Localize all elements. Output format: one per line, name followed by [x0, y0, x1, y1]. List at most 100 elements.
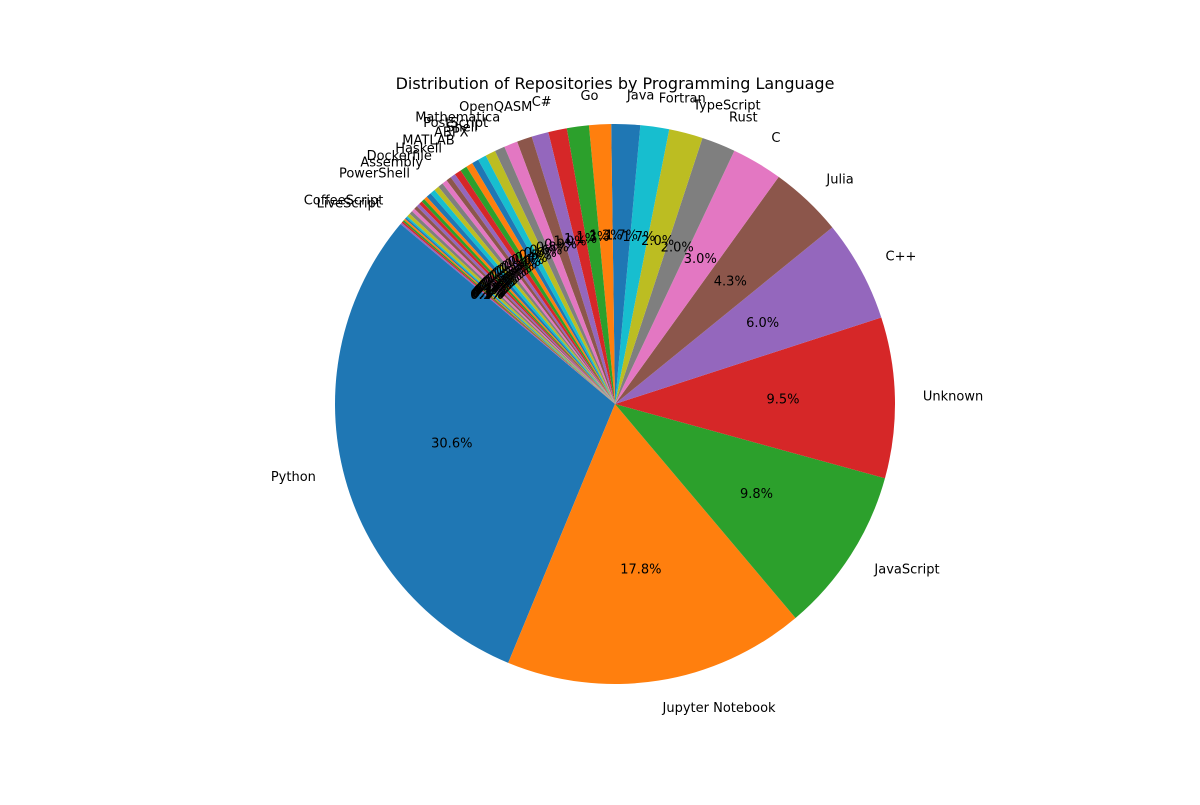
pie-slice — [548, 128, 615, 404]
pie-slice — [611, 124, 641, 404]
pie-slice — [434, 186, 615, 404]
slice-label: OpenQASM — [459, 100, 532, 115]
slice-percent-label: 9.5% — [766, 393, 799, 408]
pie-slice — [411, 208, 615, 404]
slice-percent-label: 17.8% — [620, 563, 661, 578]
slice-percent-label: 3.0% — [684, 252, 717, 267]
pie-slice — [615, 125, 670, 405]
pie-slice — [400, 222, 615, 404]
pie-slice — [404, 217, 615, 404]
slice-percent-label: 0.3% — [489, 269, 522, 284]
pie-slice — [472, 159, 615, 404]
slice-label: PowerShell — [339, 167, 410, 182]
slice-label: LiveScript — [317, 196, 381, 211]
pie-slice — [438, 183, 615, 404]
slice-label: Julia — [825, 173, 853, 188]
slice-label: Mathematica — [415, 111, 500, 126]
slice-label: C — [771, 131, 780, 146]
slice-label: ABPX — [434, 126, 469, 141]
pie-slice — [504, 141, 615, 404]
slice-percent-label: 2.0% — [661, 240, 694, 255]
pie-slice — [485, 151, 615, 404]
pie-slice — [566, 125, 615, 404]
pie-slice — [508, 404, 796, 684]
slice-percent-label: 0.3% — [499, 261, 532, 276]
pie-slice — [442, 180, 615, 404]
slice-percent-label: 0.2% — [482, 276, 515, 291]
slice-percent-label: 1.3% — [576, 230, 609, 245]
pie-slice — [615, 138, 735, 404]
pie-slice — [402, 220, 615, 404]
slice-label: Unknown — [923, 390, 983, 405]
pie-slice — [494, 146, 615, 405]
slice-percent-label: 1.7% — [622, 230, 655, 245]
pie-slice — [426, 193, 615, 404]
slice-label: Python — [271, 470, 316, 485]
slice-percent-label: 6.0% — [746, 316, 779, 331]
pie-slice — [531, 132, 615, 404]
slice-percent-label: 0.6% — [529, 243, 562, 258]
slice-percent-label: 0.2% — [485, 273, 518, 288]
slice-percent-label: 0.1% — [473, 285, 506, 300]
slice-percent-label: 2.0% — [641, 234, 674, 249]
slice-percent-label: 0.8% — [536, 241, 569, 256]
slice-percent-label: 1.1% — [564, 232, 597, 247]
slice-percent-label: 0.1% — [471, 287, 504, 302]
slice-percent-label: 0.9% — [544, 238, 577, 253]
slice-label: CoffeeScript — [304, 194, 384, 209]
slice-percent-label: 0.2% — [483, 274, 516, 289]
slice-percent-label: 0.4% — [511, 253, 544, 268]
slice-label: C# — [532, 95, 552, 110]
slice-percent-label: 0.3% — [487, 271, 520, 286]
pie-slice — [446, 177, 615, 404]
slice-percent-label: 1.0% — [553, 235, 586, 250]
slice-percent-label: 30.6% — [431, 437, 472, 452]
slice-label: Dockerfile — [367, 149, 432, 164]
slice-label: Jupyter Notebook — [662, 701, 777, 716]
slice-label: TypeScript — [692, 99, 761, 114]
slice-percent-label: 0.3% — [501, 260, 534, 275]
slice-percent-label: 0.2% — [476, 282, 509, 297]
slice-percent-label: 0.1% — [473, 284, 506, 299]
pie-slice — [409, 211, 615, 404]
labels-layer: Python 30.6% Jupyter Notebook 17.8% JavaScri… — [271, 89, 983, 716]
slice-percent-label: 0.2% — [479, 279, 512, 294]
pie-slice — [403, 218, 615, 404]
slice-label: Fortran — [659, 92, 706, 107]
pie-slice — [407, 213, 615, 404]
slice-percent-label: 0.1% — [470, 288, 503, 303]
slice-percent-label: 0.3% — [496, 263, 529, 278]
pie-slice — [414, 206, 615, 404]
slice-percent-label: 0.4% — [508, 255, 541, 270]
pie-slice — [454, 170, 615, 404]
slice-percent-label: 0.2% — [475, 283, 508, 298]
pie-slice — [588, 124, 615, 404]
slice-percent-label: 0.6% — [524, 246, 557, 261]
slice-percent-label: 0.2% — [477, 280, 510, 295]
slice-percent-label: 0.4% — [515, 251, 548, 266]
pie-slice — [401, 221, 615, 404]
slice-percent-label: 4.3% — [714, 274, 747, 289]
pie-slice — [615, 150, 779, 404]
pie-slice — [466, 163, 615, 404]
pie-slice — [419, 201, 615, 404]
pie-slice — [450, 174, 615, 404]
slice-percent-label: 1.7% — [605, 229, 638, 244]
pie-slice — [615, 227, 882, 404]
pie-slice — [517, 136, 615, 405]
slice-label: Shell — [446, 121, 478, 136]
slice-percent-label: 9.8% — [740, 487, 773, 502]
pie-slice — [335, 224, 615, 663]
slices-layer — [335, 124, 895, 684]
slice-label: Go — [580, 89, 598, 104]
slice-label: Rust — [729, 110, 758, 125]
pie-slice — [615, 317, 895, 479]
slice-percent-label: 0.3% — [491, 267, 524, 282]
slice-percent-label: 1.3% — [589, 229, 622, 244]
slice-percent-label: 0.4% — [504, 258, 537, 273]
slice-label: MATLAB — [402, 134, 454, 149]
slice-percent-label: 0.1% — [472, 286, 505, 301]
slice-label: Java — [626, 89, 654, 104]
slice-percent-label: 0.3% — [494, 265, 527, 280]
